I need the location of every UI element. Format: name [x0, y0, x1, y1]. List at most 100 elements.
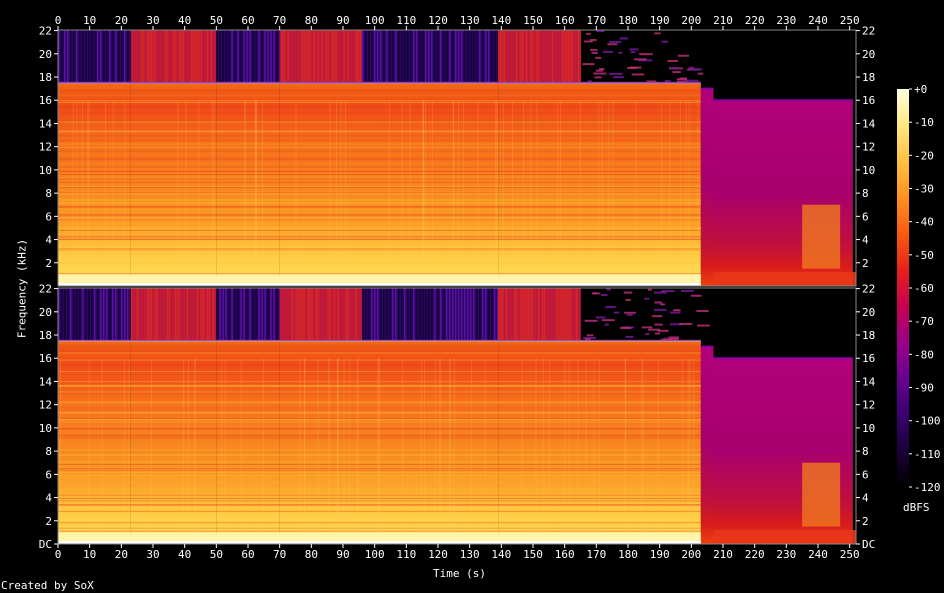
stripe: [58, 200, 701, 202]
x-tick-label-bottom: 150: [523, 548, 543, 561]
stripe: [58, 454, 701, 456]
y-tick-label-left: 6: [45, 468, 52, 481]
x-tick-label-bottom: 160: [555, 548, 575, 561]
y-tick-label-right: 2: [862, 515, 869, 528]
stripe: [58, 193, 701, 195]
stripe: [58, 530, 701, 532]
noise-line: [560, 288, 562, 341]
stripe: [58, 159, 701, 161]
stripe: [58, 419, 701, 421]
noise-line: [329, 288, 331, 341]
transient: [388, 100, 390, 281]
transient: [608, 100, 610, 281]
x-tick-label-top: 60: [241, 14, 254, 27]
transient: [463, 100, 465, 281]
transient: [568, 358, 570, 539]
quiet-line: [115, 30, 117, 83]
stripe: [58, 130, 701, 132]
stripe: [58, 437, 701, 439]
noise-line: [522, 30, 524, 83]
quiet-line: [494, 288, 496, 341]
stripe: [58, 407, 701, 409]
quiet-line: [70, 288, 72, 341]
noise-line: [514, 288, 516, 341]
quiet-line: [485, 288, 487, 341]
sparse-mark: [586, 334, 594, 337]
x-tick-label-top: 20: [115, 14, 128, 27]
sparse-mark: [668, 67, 679, 70]
noise-line: [526, 30, 528, 83]
noise-line: [333, 30, 335, 83]
quiet-line: [261, 30, 263, 83]
quiet-line: [264, 30, 266, 83]
noise-line: [510, 30, 512, 83]
y-tick-label-left: 20: [39, 306, 52, 319]
transient: [60, 358, 62, 539]
quiet-line: [392, 288, 394, 341]
noise-line: [540, 288, 542, 341]
stripe: [58, 408, 701, 410]
noise-line: [200, 288, 202, 341]
transient: [185, 100, 187, 281]
dc-line: [58, 283, 701, 286]
noise-line: [564, 288, 566, 341]
noise-line: [550, 30, 552, 83]
stripe: [58, 385, 701, 387]
noise-line: [150, 288, 152, 341]
noise-line: [206, 30, 208, 83]
x-tick-label-bottom: 50: [210, 548, 223, 561]
y-tick-label-right: 12: [862, 399, 875, 412]
stripe: [58, 192, 701, 194]
noise-line: [574, 30, 576, 83]
body-fill: [498, 340, 581, 544]
sparse-mark: [590, 48, 598, 51]
stripe: [58, 340, 701, 342]
quiet-line: [100, 30, 102, 83]
quiet-line: [240, 288, 242, 341]
sparse-mark: [599, 68, 605, 71]
y-tick-label-left: 8: [45, 445, 52, 458]
colorbar-tick-label: -60: [914, 282, 934, 295]
quiet-line: [431, 30, 433, 83]
noise-line: [178, 30, 180, 83]
x-tick-label-top: 100: [365, 14, 385, 27]
noise-line: [327, 30, 329, 83]
noise-line: [554, 288, 556, 341]
transient: [329, 358, 331, 539]
stripe: [58, 497, 701, 499]
y-tick-label-right: 20: [862, 48, 875, 61]
sparse-mark: [582, 63, 595, 66]
noise-line: [558, 30, 560, 83]
transient: [598, 100, 600, 281]
noise-line: [293, 30, 295, 83]
quiet-line: [97, 30, 99, 83]
transient: [198, 100, 200, 281]
sparse-mark: [667, 59, 679, 62]
panel-frame: [57, 29, 857, 287]
noise-line: [188, 30, 190, 83]
quiet-line: [377, 288, 379, 341]
noise-line: [182, 30, 184, 83]
sparse-mark: [627, 313, 633, 316]
quiet-line: [479, 288, 481, 341]
stripe: [58, 483, 701, 485]
quiet-line: [264, 288, 266, 341]
noise-line: [130, 288, 132, 341]
sparse-mark: [660, 338, 673, 341]
x-tick-label-bottom: 30: [146, 548, 159, 561]
quiet-line: [58, 30, 60, 83]
stripe: [58, 131, 701, 133]
transient: [401, 100, 403, 281]
stripe: [58, 401, 701, 403]
colorbar-tick-label: -100: [914, 415, 941, 428]
noise-line: [335, 288, 337, 341]
quiet-line: [88, 30, 90, 83]
quiet-line: [437, 288, 439, 341]
quiet-line: [258, 288, 260, 341]
stripe: [58, 511, 701, 513]
transient: [688, 100, 690, 281]
y-tick-label-right: 6: [862, 210, 869, 223]
noise-line: [331, 288, 333, 341]
stripe: [58, 122, 701, 124]
noise-line: [337, 30, 339, 83]
